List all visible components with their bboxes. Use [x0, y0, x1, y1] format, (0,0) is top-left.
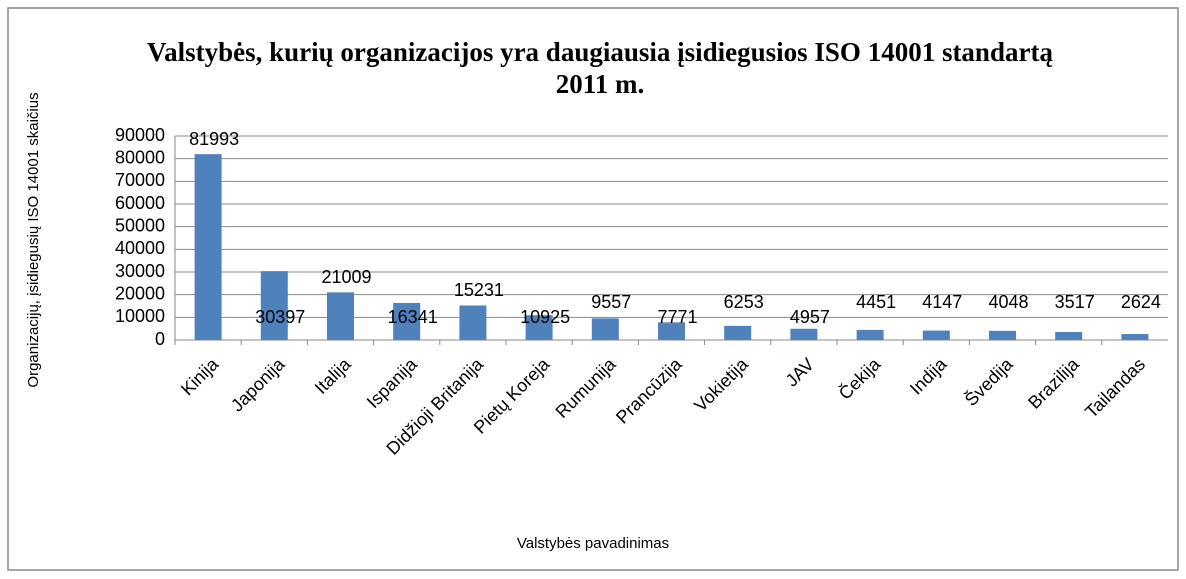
y-tick-label: 10000: [115, 306, 165, 326]
bar: [989, 330, 1016, 340]
bar: [724, 325, 752, 340]
x-tick-label: Brazilija: [1024, 353, 1083, 412]
x-tick-label: Indija: [906, 353, 951, 398]
data-label: 81993: [189, 129, 239, 149]
data-label: 4147: [922, 292, 962, 312]
y-tick-label: 30000: [115, 261, 165, 281]
x-tick-label: Prancūzija: [612, 353, 686, 427]
data-label: 21009: [321, 267, 371, 287]
chart-frame: [7, 7, 1179, 571]
bar: [525, 315, 553, 340]
x-tick-label: Japonija: [227, 353, 289, 415]
bar: [327, 292, 354, 340]
bar: [856, 329, 884, 340]
x-tick-label: Tailandas: [1081, 354, 1149, 422]
data-label: 4451: [856, 292, 896, 312]
x-axis-label: Valstybės pavadinimas: [517, 535, 669, 552]
data-label: 15231: [454, 280, 504, 300]
data-label: 7771: [657, 307, 697, 327]
bar: [459, 305, 487, 340]
x-tick-label: Kinija: [177, 353, 223, 399]
bar: [1121, 334, 1149, 340]
data-label: 30397: [255, 307, 305, 327]
x-tick-label: Ispanija: [363, 353, 422, 412]
y-tick-label: 70000: [115, 170, 165, 190]
y-axis-label: Organizacijų, įsidiegusių ISO 14001 skai…: [25, 92, 42, 387]
x-tick-label: JAV: [782, 354, 819, 391]
data-label: 10925: [520, 307, 570, 327]
x-tick-label: Čekija: [834, 353, 885, 404]
data-label: 3517: [1055, 292, 1095, 312]
y-tick-label: 0: [155, 329, 165, 349]
bar: [393, 302, 421, 340]
bar: [591, 318, 619, 340]
y-tick-label: 20000: [115, 283, 165, 303]
data-label: 16341: [388, 307, 438, 327]
data-label: 4957: [790, 307, 830, 327]
x-tick-label: Švedija: [960, 353, 1017, 410]
data-label: 6253: [724, 292, 764, 312]
bar: [922, 330, 950, 340]
y-tick-label: 60000: [115, 193, 165, 213]
y-tick-label: 80000: [115, 147, 165, 167]
chart-title: Valstybės, kurių organizacijos yra daugi…: [147, 37, 1053, 99]
bar: [658, 322, 685, 340]
bar: [194, 154, 222, 340]
x-tick-label: Italija: [311, 353, 356, 398]
y-tick-label: 40000: [115, 238, 165, 258]
y-tick-label: 90000: [115, 125, 165, 145]
bar: [260, 271, 288, 340]
bar: [790, 328, 818, 340]
bar: [1055, 332, 1083, 340]
data-label: 4048: [988, 292, 1028, 312]
x-tick-label: Vokietija: [690, 353, 752, 415]
y-tick-label: 50000: [115, 215, 165, 235]
x-tick-label: Rumunija: [552, 353, 621, 422]
data-label: 9557: [591, 292, 631, 312]
data-label: 2624: [1121, 292, 1161, 312]
